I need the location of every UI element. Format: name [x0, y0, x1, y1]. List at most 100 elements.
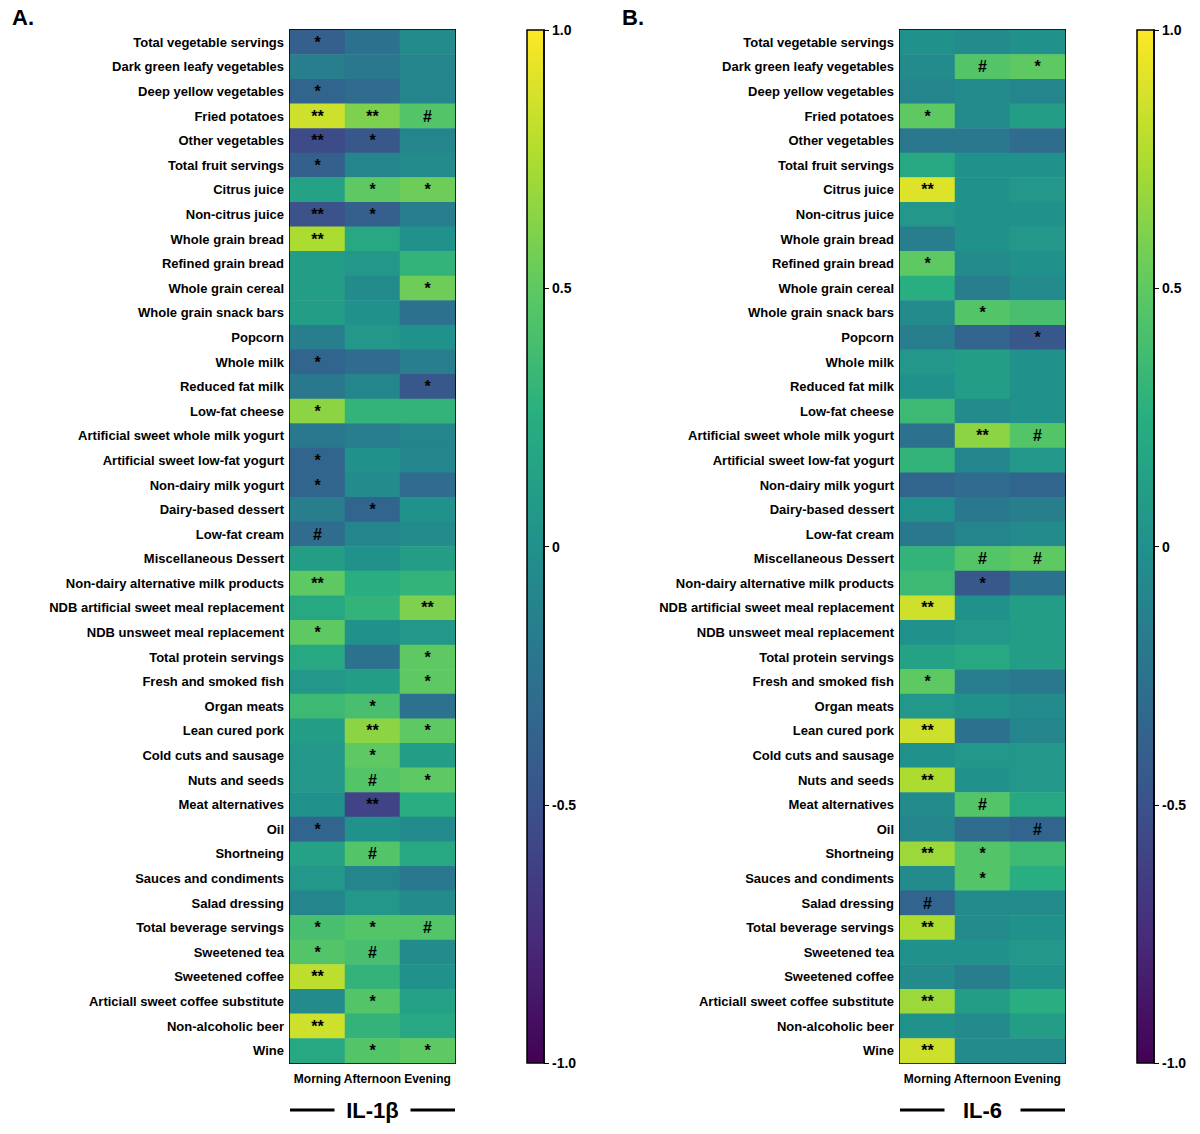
svg-text:Lean cured pork: Lean cured pork	[793, 723, 895, 738]
svg-text:Lean cured pork: Lean cured pork	[183, 723, 285, 738]
svg-text:Citrus juice: Citrus juice	[213, 182, 284, 197]
svg-text:Artificial sweet low-fat yogur: Artificial sweet low-fat yogurt	[103, 453, 285, 468]
svg-text:*: *	[314, 821, 321, 838]
svg-text:**: **	[311, 108, 324, 125]
svg-text:0.5: 0.5	[1162, 280, 1182, 296]
svg-text:0: 0	[1162, 539, 1170, 555]
svg-text:Total protein servings: Total protein servings	[759, 650, 894, 665]
svg-text:*: *	[369, 1042, 376, 1059]
svg-text:*: *	[424, 378, 431, 395]
svg-text:*: *	[314, 944, 321, 961]
svg-text:**: **	[311, 231, 324, 248]
svg-text:Other vegetables: Other vegetables	[179, 133, 285, 148]
svg-text:Non-alcoholic beer: Non-alcoholic beer	[777, 1019, 894, 1034]
svg-text:Oil: Oil	[877, 822, 894, 837]
svg-text:Fried potatoes: Fried potatoes	[194, 109, 284, 124]
svg-text:Total fruit servings: Total fruit servings	[168, 158, 284, 173]
svg-text:Reduced fat milk: Reduced fat milk	[180, 379, 285, 394]
svg-text:*: *	[314, 452, 321, 469]
svg-text:Meat alternatives: Meat alternatives	[179, 797, 285, 812]
svg-text:Low-fat cream: Low-fat cream	[806, 527, 894, 542]
svg-text:Refined grain bread: Refined grain bread	[772, 256, 894, 271]
svg-text:Sweetened coffee: Sweetened coffee	[174, 969, 284, 984]
svg-text:Whole milk: Whole milk	[825, 355, 894, 370]
svg-text:Popcorn: Popcorn	[231, 330, 284, 345]
svg-text:Sauces and condiments: Sauces and condiments	[745, 871, 894, 886]
svg-text:Whole grain cereal: Whole grain cereal	[778, 281, 894, 296]
svg-text:*: *	[314, 919, 321, 936]
svg-text:*: *	[314, 354, 321, 371]
svg-text:Popcorn: Popcorn	[841, 330, 894, 345]
svg-text:**: **	[311, 206, 324, 223]
svg-text:Deep yellow vegetables: Deep yellow vegetables	[748, 84, 894, 99]
svg-text:*: *	[424, 649, 431, 666]
svg-text:**: **	[921, 772, 934, 789]
svg-text:B.: B.	[622, 5, 644, 30]
svg-text:*: *	[314, 477, 321, 494]
svg-text:*: *	[369, 206, 376, 223]
svg-text:Dark green leafy vegetables: Dark green leafy vegetables	[722, 59, 894, 74]
svg-text:Oil: Oil	[267, 822, 284, 837]
svg-text:Sweetened tea: Sweetened tea	[194, 945, 285, 960]
svg-text:Articiall sweet coffee substit: Articiall sweet coffee substitute	[699, 994, 894, 1009]
svg-text:IL-6: IL-6	[963, 1098, 1002, 1123]
svg-text:Cold cuts and sausage: Cold cuts and sausage	[142, 748, 284, 763]
svg-text:Total fruit servings: Total fruit servings	[778, 158, 894, 173]
svg-text:Non-dairy milk yogurt: Non-dairy milk yogurt	[760, 478, 895, 493]
svg-text:#: #	[423, 108, 432, 125]
svg-text:Whole grain cereal: Whole grain cereal	[168, 281, 284, 296]
svg-text:*: *	[1034, 329, 1041, 346]
svg-text:Low-fat cream: Low-fat cream	[196, 527, 284, 542]
svg-text:Fried potatoes: Fried potatoes	[804, 109, 894, 124]
svg-text:0: 0	[552, 539, 560, 555]
svg-text:*: *	[424, 772, 431, 789]
svg-text:-1.0: -1.0	[552, 1055, 576, 1071]
svg-text:A.: A.	[12, 5, 34, 30]
svg-text:**: **	[921, 181, 934, 198]
svg-text:Wine: Wine	[253, 1043, 284, 1058]
svg-text:*: *	[979, 575, 986, 592]
svg-text:NDB unsweet meal replacement: NDB unsweet meal replacement	[697, 625, 895, 640]
svg-text:Total protein servings: Total protein servings	[149, 650, 284, 665]
svg-text:0.5: 0.5	[552, 280, 572, 296]
svg-text:**: **	[311, 132, 324, 149]
svg-text:Sweetened coffee: Sweetened coffee	[784, 969, 894, 984]
svg-text:*: *	[979, 304, 986, 321]
svg-text:Afternoon: Afternoon	[954, 1072, 1011, 1086]
svg-text:Whole milk: Whole milk	[215, 355, 284, 370]
svg-text:*: *	[314, 624, 321, 641]
svg-text:*: *	[369, 698, 376, 715]
svg-text:#: #	[978, 796, 987, 813]
svg-text:Miscellaneous Dessert: Miscellaneous Dessert	[144, 551, 285, 566]
svg-text:Meat alternatives: Meat alternatives	[789, 797, 895, 812]
svg-text:Shortneing: Shortneing	[825, 846, 894, 861]
svg-text:*: *	[1034, 58, 1041, 75]
svg-text:Sauces and condiments: Sauces and condiments	[135, 871, 284, 886]
svg-text:Dark green leafy vegetables: Dark green leafy vegetables	[112, 59, 284, 74]
svg-text:**: **	[366, 722, 379, 739]
svg-text:Reduced fat milk: Reduced fat milk	[790, 379, 895, 394]
svg-text:Nuts and seeds: Nuts and seeds	[798, 773, 894, 788]
svg-text:*: *	[424, 1042, 431, 1059]
svg-text:#: #	[1033, 427, 1042, 444]
svg-text:Whole grain bread: Whole grain bread	[781, 232, 894, 247]
svg-text:*: *	[369, 747, 376, 764]
svg-text:Low-fat cheese: Low-fat cheese	[800, 404, 894, 419]
svg-text:**: **	[921, 599, 934, 616]
svg-text:*: *	[369, 919, 376, 936]
svg-text:NDB artificial sweet meal repl: NDB artificial sweet meal replacement	[659, 600, 894, 615]
svg-text:Non-citrus juice: Non-citrus juice	[796, 207, 894, 222]
svg-text:**: **	[921, 919, 934, 936]
svg-text:Refined grain bread: Refined grain bread	[162, 256, 284, 271]
svg-text:Citrus juice: Citrus juice	[823, 182, 894, 197]
svg-text:*: *	[924, 108, 931, 125]
svg-text:#: #	[423, 919, 432, 936]
svg-text:Evening: Evening	[404, 1072, 451, 1086]
svg-text:#: #	[313, 526, 322, 543]
svg-text:Non-alcoholic beer: Non-alcoholic beer	[167, 1019, 284, 1034]
svg-text:IL-1β: IL-1β	[346, 1098, 399, 1123]
svg-text:#: #	[978, 550, 987, 567]
svg-text:Low-fat cheese: Low-fat cheese	[190, 404, 284, 419]
svg-text:Total beverage servings: Total beverage servings	[746, 920, 894, 935]
svg-text:Dairy-based dessert: Dairy-based dessert	[160, 502, 285, 517]
